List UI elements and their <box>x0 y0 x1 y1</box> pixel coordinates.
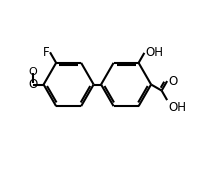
Text: O: O <box>28 67 37 77</box>
Text: O: O <box>28 78 37 91</box>
Text: OH: OH <box>168 101 186 114</box>
Text: O: O <box>169 75 178 88</box>
Text: OH: OH <box>145 46 163 59</box>
Text: F: F <box>43 46 49 59</box>
